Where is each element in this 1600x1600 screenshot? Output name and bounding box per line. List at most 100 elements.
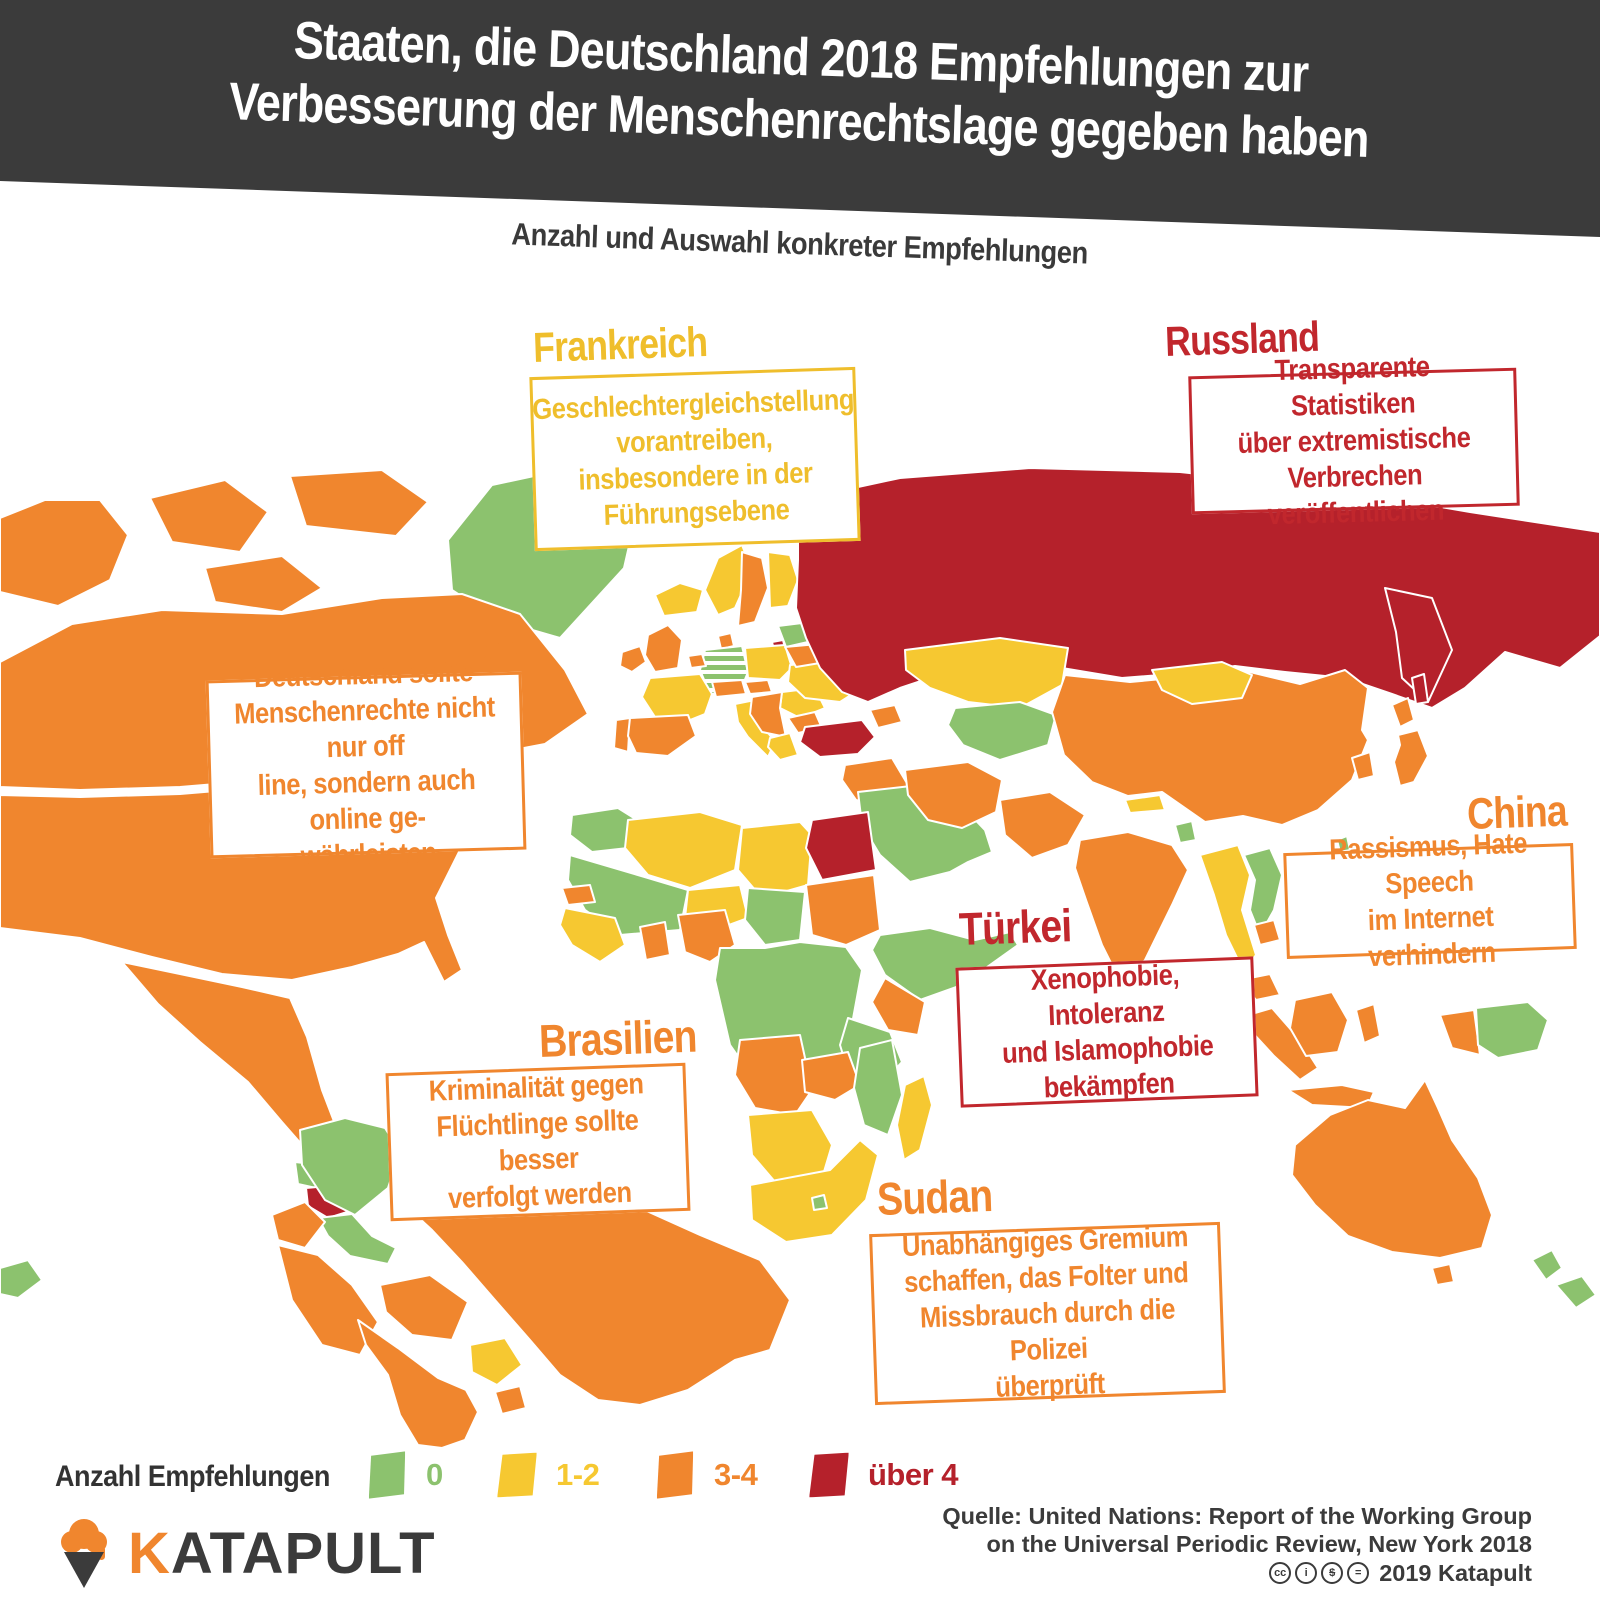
map-region-benelux [687, 653, 707, 669]
map-region-portugal [613, 717, 631, 753]
map-region-mongolia [1151, 661, 1253, 705]
map-region-russia-sakhalin [1411, 673, 1429, 705]
map-region-france [641, 673, 713, 725]
map-region-uruguay [494, 1385, 527, 1415]
map-region-arctic3 [204, 555, 323, 613]
map-region-algeria [624, 811, 743, 889]
map-region-senegal [561, 884, 596, 906]
map-region-mozambique [853, 1039, 903, 1136]
brand-k: K [128, 1521, 171, 1586]
map-region-alpine [711, 679, 747, 698]
map-region-colombia [299, 1117, 401, 1216]
map-region-lesotho [811, 1194, 828, 1211]
map-region-png [1475, 1001, 1549, 1059]
map-region-australia [1291, 1079, 1493, 1259]
map-region-borneo [1289, 991, 1349, 1057]
cc-by-icon: i [1295, 1562, 1318, 1584]
label-frankreich: Frankreich [532, 317, 708, 372]
callout-usa: Deutschland sollte Menschenrechte nicht … [205, 656, 527, 873]
map-region-arctic1 [149, 479, 269, 553]
callout-sudan: Unabhängiges Gremium schaffen, das Folte… [869, 1221, 1226, 1406]
callout-frankreich: Geschlechtergleichstellung vorantreiben,… [529, 366, 861, 552]
map-region-south-africa [749, 1139, 879, 1243]
legend-label-0: 0 [426, 1457, 443, 1492]
map-region-spain [627, 714, 697, 757]
map-region-poland [744, 644, 793, 681]
callout-usa-text: Deutschland sollte Menschenrechte nicht … [233, 655, 496, 873]
map-region-tasmania [1431, 1263, 1455, 1286]
cc-nd-icon: = [1347, 1562, 1370, 1584]
map-region-nicaragua [317, 1213, 397, 1265]
map-region-angola [734, 1034, 813, 1116]
map-region-cambodia [1253, 919, 1281, 946]
legend-caption: Anzahl Empfehlungen [55, 1460, 330, 1493]
legend-label-3: über 4 [868, 1457, 959, 1492]
map-region-egypt [805, 811, 877, 881]
label-tuerkei: Türkei [958, 899, 1073, 956]
callout-china: Rassismus, Hate Speech im Internet verhi… [1283, 828, 1577, 973]
map-region-iran [904, 761, 1003, 829]
callout-frankreich-text: Geschlechtergleichstellung vorantreiben,… [531, 383, 855, 532]
map-region-madagascar [896, 1075, 933, 1161]
source-line-1: Quelle: United Nations: Report of the Wo… [942, 1503, 1532, 1529]
map-region-libya [737, 821, 813, 899]
legend-item-3: über 4 [809, 1451, 959, 1498]
map-region-alaska [0, 499, 129, 607]
copyright-text: 2019 Katapult [1379, 1560, 1532, 1586]
map-region-korea [1351, 751, 1375, 781]
map-region-ghana [639, 921, 671, 961]
map-region-finland [767, 551, 799, 609]
world-map [0, 467, 1600, 1449]
map-region-ethiopia-somalia [871, 927, 1019, 1001]
legend-label-2: 3-4 [714, 1457, 758, 1492]
callout-sudan-text: Unabhängiges Gremium schaffen, das Folte… [901, 1220, 1189, 1404]
map-region-greece [767, 732, 799, 761]
map-region-nz-south [1555, 1275, 1597, 1309]
map-region-ecuador [271, 1201, 326, 1249]
map-region-argentina [357, 1319, 479, 1449]
label-sudan: Sudan [876, 1169, 994, 1226]
map-region-nz-sliver [0, 1259, 43, 1299]
callout-brasilien: Kriminalität gegen Flüchtlinge sollte be… [385, 1062, 691, 1222]
map-region-czech [744, 679, 773, 695]
map-region-bolivia [379, 1274, 469, 1341]
map-region-west-new-guinea [1439, 1009, 1481, 1056]
cc-icon: cc [1269, 1562, 1292, 1584]
map-region-arctic2 [289, 469, 429, 537]
map-region-japan-main [1393, 729, 1429, 787]
map-region-sweden [737, 551, 769, 627]
map-region-central-asia [947, 701, 1057, 761]
map-region-japan-north [1391, 697, 1415, 728]
map-region-guinea [559, 907, 626, 963]
map-region-uk [644, 624, 683, 673]
callout-tuerkei: Xenophobie, Intoleranz und Islamophobie … [955, 956, 1259, 1108]
map-region-ireland [619, 645, 647, 673]
katapult-logo-icon [61, 1519, 107, 1588]
legend-item-1: 1-2 [498, 1452, 600, 1498]
map-region-myanmar-thailand [1199, 844, 1257, 973]
legend-item-2: 3-4 [656, 1452, 758, 1498]
map-region-china [1051, 669, 1369, 826]
source-line-2: on the Universal Periodic Review, New Yo… [986, 1531, 1532, 1557]
cc-nc-icon: $ [1321, 1562, 1344, 1584]
callout-russland: Transparente Statistiken über extremisti… [1188, 351, 1520, 531]
brand-wordmark: KATAPULT [128, 1520, 436, 1587]
license-row: cc i $ = 2019 Katapult [942, 1559, 1532, 1587]
map-region-kazakhstan [904, 637, 1069, 709]
map-region-sulawesi [1355, 1003, 1381, 1044]
brand-rest: ATAPULT [170, 1521, 436, 1586]
callout-china-text: Rassismus, Hate Speech im Internet verhi… [1328, 827, 1528, 974]
map-region-afpak [999, 791, 1086, 859]
map-region-nepal [1124, 794, 1166, 814]
legend-item-0: 0 [368, 1452, 443, 1498]
map-region-sudan [805, 874, 881, 946]
legend-swatch-0 [367, 1451, 407, 1498]
map-region-paraguay [469, 1337, 523, 1386]
source-block: Quelle: United Nations: Report of the Wo… [942, 1502, 1532, 1587]
legend-swatch-3 [809, 1451, 849, 1498]
map-region-caucasus [869, 704, 903, 729]
map-region-bangladesh [1174, 820, 1197, 844]
label-brasilien: Brasilien [538, 1009, 698, 1068]
map-region-turkey [799, 719, 876, 758]
